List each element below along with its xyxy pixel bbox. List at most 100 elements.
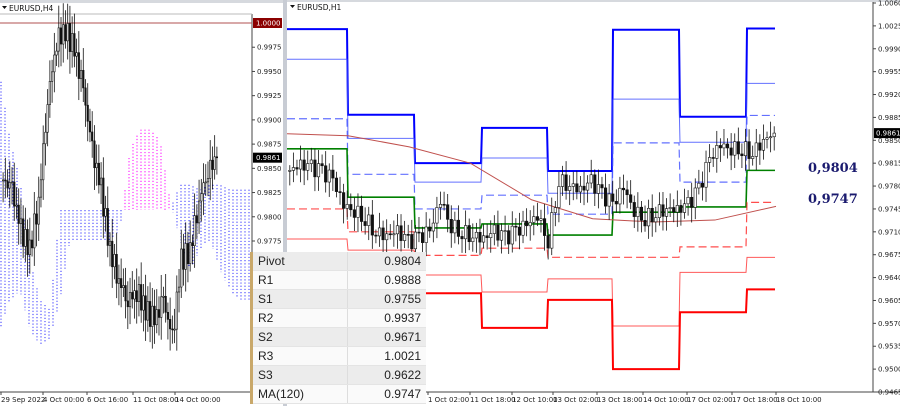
h4-candle <box>184 243 187 270</box>
right-chart-title: EURUSD,H1 <box>297 3 341 12</box>
h1-candle <box>338 191 342 193</box>
left-chart-eurusd-h4[interactable]: 0.9975 0.9950 0.9925 0.9900 0.9875 0.9850 0.98… <box>0 3 283 404</box>
h4-candle <box>126 300 129 308</box>
right-current-price-label: 0.9861 <box>876 130 900 138</box>
right-y-tick-label: 0.9675 <box>878 251 900 259</box>
h1-candle <box>496 224 500 241</box>
h1-candle <box>299 159 303 170</box>
h1-candle <box>327 169 331 183</box>
h4-candle <box>8 182 11 189</box>
h4-candle <box>100 177 103 186</box>
h4-candle <box>30 239 34 249</box>
h1-candle <box>507 230 511 245</box>
h1-candle <box>342 192 346 209</box>
h4-candle <box>211 159 214 170</box>
h4-candle <box>166 311 169 320</box>
h1-candle <box>521 220 525 236</box>
h1-candle <box>686 197 690 205</box>
h1-candle <box>428 226 432 232</box>
h1-candle <box>435 207 439 224</box>
h1-candle <box>618 187 622 205</box>
h4-candle <box>13 181 16 207</box>
h1-candle <box>532 216 536 223</box>
h1-candle <box>575 183 579 193</box>
h4-candle <box>200 193 203 202</box>
h1-candle <box>614 201 618 205</box>
h1-candle <box>288 170 292 172</box>
right-y-tick-label: 0.9535 <box>878 343 900 351</box>
h4-candle <box>160 296 163 318</box>
h4-candle <box>93 140 96 169</box>
levels-table-row: Pivot 0.9804 <box>249 252 426 271</box>
h4-candle <box>22 218 25 247</box>
h1-candle <box>302 159 306 171</box>
left-x-tick-label: 29 Sep 2022 <box>1 396 45 404</box>
left-y-tick-label: 0.9850 <box>257 165 282 173</box>
h4-candle <box>113 254 116 268</box>
h1-candle <box>718 145 722 149</box>
level-value: 0.9804 <box>347 252 426 271</box>
level-value: 0.9671 <box>347 327 426 347</box>
h1-candle <box>650 207 654 223</box>
pivot-line-s2 <box>287 238 775 327</box>
h1-candle <box>722 143 726 149</box>
h1-candle <box>363 221 367 226</box>
h4-candle <box>2 179 5 182</box>
h1-candle <box>586 182 590 191</box>
h1-candle <box>377 227 382 237</box>
h1-candle <box>557 186 561 208</box>
h4-candle <box>24 229 27 247</box>
h4-candle <box>102 177 105 217</box>
h1-candle <box>704 162 708 188</box>
h4-candle <box>73 33 76 57</box>
h4-candle <box>137 284 141 303</box>
h1-candle <box>761 139 765 151</box>
h1-candle <box>438 203 443 208</box>
h1-candle <box>324 165 328 183</box>
h1-candle <box>639 206 643 221</box>
h4-candle <box>66 23 69 42</box>
h1-candle <box>625 189 629 196</box>
h1-candle <box>460 236 464 240</box>
h1-candle <box>482 235 486 243</box>
right-y-tick-label: 0.9745 <box>878 205 900 213</box>
h1-candle <box>693 187 697 208</box>
right-chart-menu-icon[interactable] <box>290 5 295 8</box>
h4-candle <box>180 248 183 288</box>
h1-candle <box>406 234 410 236</box>
h4-candle <box>175 291 178 330</box>
h4-candle <box>173 328 176 331</box>
h1-candle <box>449 219 453 234</box>
h1-candle <box>381 227 385 241</box>
h1-candle <box>560 174 565 187</box>
h4-candle <box>140 284 143 311</box>
h1-candle <box>539 218 543 221</box>
h1-candle <box>708 157 712 163</box>
h4-candle <box>164 295 167 313</box>
left-chart-menu-icon[interactable] <box>2 6 7 9</box>
h1-candle <box>679 205 683 213</box>
right-y-tick-label: 0.9605 <box>878 297 900 305</box>
h4-candle <box>59 27 63 45</box>
h4-candle <box>124 285 127 302</box>
h4-candle <box>91 131 94 142</box>
h1-candle <box>399 225 403 241</box>
h4-candle <box>6 180 9 189</box>
panel-splitter[interactable] <box>283 0 287 406</box>
h1-candle <box>456 219 460 237</box>
h1-candle <box>593 174 597 194</box>
h4-candle <box>149 301 152 327</box>
levels-table-row: MA(120) 0.9747 <box>249 384 426 404</box>
left-y-tick-label: 0.9900 <box>257 116 282 124</box>
h4-candle <box>19 218 23 224</box>
h1-candle <box>632 202 636 217</box>
h1-candle <box>392 233 396 236</box>
h1-candle <box>410 234 414 250</box>
h1-candle <box>675 205 679 213</box>
left-x-tick-label: 6 Oct 16:00 <box>87 396 128 404</box>
h1-candle <box>711 157 715 159</box>
h4-candle <box>189 242 192 265</box>
right-x-tick-label: 17 Oct 18:00 <box>732 396 778 404</box>
ma-annotation: 0,9747 <box>808 192 858 207</box>
